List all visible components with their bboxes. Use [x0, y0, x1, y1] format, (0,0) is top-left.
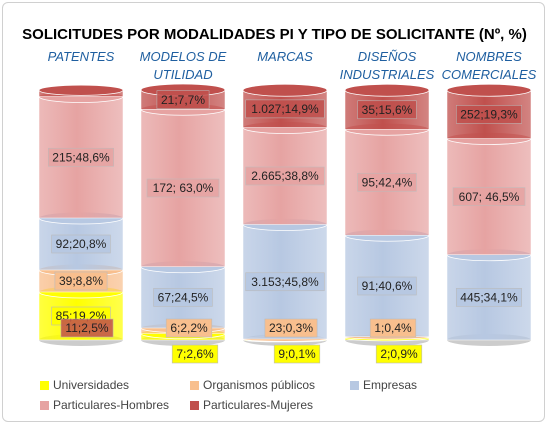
data-label: 7;2,6% — [176, 347, 214, 361]
data-label-box — [245, 166, 325, 186]
data-label-box — [357, 100, 417, 120]
chart-title: SOLICITUDES POR MODALIDADES PI Y TIPO DE… — [22, 26, 527, 43]
data-label: 23;0,3% — [269, 321, 313, 335]
data-label: 92;20,8% — [56, 237, 107, 251]
data-label-box — [369, 318, 417, 338]
legend-swatch — [40, 400, 49, 410]
data-label: 91;40,6% — [362, 279, 413, 293]
legend-item: Organismos públicos — [190, 378, 315, 392]
legend-swatch — [190, 380, 199, 390]
chart-frame — [2, 2, 545, 422]
segment-top — [38, 84, 124, 96]
segment-top — [344, 83, 430, 97]
data-label: 21;7,7% — [161, 93, 205, 107]
category-label: NOMBRES COMERCIALES — [441, 49, 537, 82]
data-label: 11;2,5% — [65, 321, 108, 335]
category-label: MODELOS DE UTILIDAD — [139, 49, 227, 82]
data-label: 95;42,4% — [362, 175, 413, 189]
data-label-box — [60, 318, 114, 338]
category-label: MARCAS — [257, 49, 313, 64]
data-label-box — [245, 272, 325, 292]
data-label-box — [375, 344, 423, 364]
legend-label: Universidades — [53, 378, 130, 392]
data-label-box — [264, 318, 318, 338]
category-label: PATENTES — [47, 49, 115, 64]
legend-item: Universidades — [40, 378, 129, 392]
data-label-box — [357, 172, 417, 192]
data-label-box — [165, 318, 213, 338]
legend-item: Particulares-Hombres — [40, 398, 169, 412]
data-label-box — [146, 178, 220, 198]
data-label-box — [153, 288, 213, 307]
data-label-box — [171, 344, 219, 364]
legend-label: Particulares-Hombres — [53, 398, 170, 412]
data-label: 6;2,2% — [170, 321, 208, 335]
data-label: 215;48,6% — [52, 150, 110, 164]
legend-swatch — [40, 380, 49, 390]
data-label: 2.665;38,8% — [251, 169, 319, 183]
data-label-box — [455, 288, 522, 307]
data-label: 3.153;45,8% — [251, 275, 319, 289]
data-label: 445;34,1% — [460, 291, 518, 305]
data-label: 39;8,8% — [59, 274, 103, 288]
legend-swatch — [350, 380, 359, 390]
legend-item: Particulares-Mujeres — [190, 398, 313, 412]
category-label: DISEÑOS INDUSTRIALES — [339, 49, 435, 82]
legend-item: Empresas — [350, 378, 417, 392]
data-label: 2;0,9% — [380, 347, 418, 361]
data-label: 252;19,3% — [460, 108, 518, 122]
data-label-box — [47, 147, 115, 167]
data-label-box — [54, 271, 108, 291]
data-label-box — [357, 276, 417, 296]
data-label-box — [245, 99, 325, 119]
data-label: 172; 63,0% — [153, 181, 214, 195]
segment-top — [242, 83, 328, 97]
data-label-box — [455, 105, 522, 124]
data-label: 9;0,1% — [278, 347, 316, 361]
data-label: 607; 46,5% — [459, 190, 520, 204]
segment-top — [446, 83, 532, 97]
data-label-box — [51, 234, 111, 254]
legend-swatch — [190, 400, 199, 410]
data-label-box — [273, 344, 321, 364]
data-label-box — [156, 90, 210, 109]
legend-label: Organismos públicos — [203, 378, 316, 392]
data-label: 67;24,5% — [158, 291, 209, 305]
data-label: 1.027;14,9% — [251, 102, 319, 116]
data-label: 35;15,6% — [362, 103, 413, 117]
data-label: 1;0,4% — [374, 321, 412, 335]
legend-label: Particulares-Mujeres — [203, 398, 314, 412]
legend-label: Empresas — [363, 378, 418, 392]
data-label-box — [452, 187, 526, 206]
